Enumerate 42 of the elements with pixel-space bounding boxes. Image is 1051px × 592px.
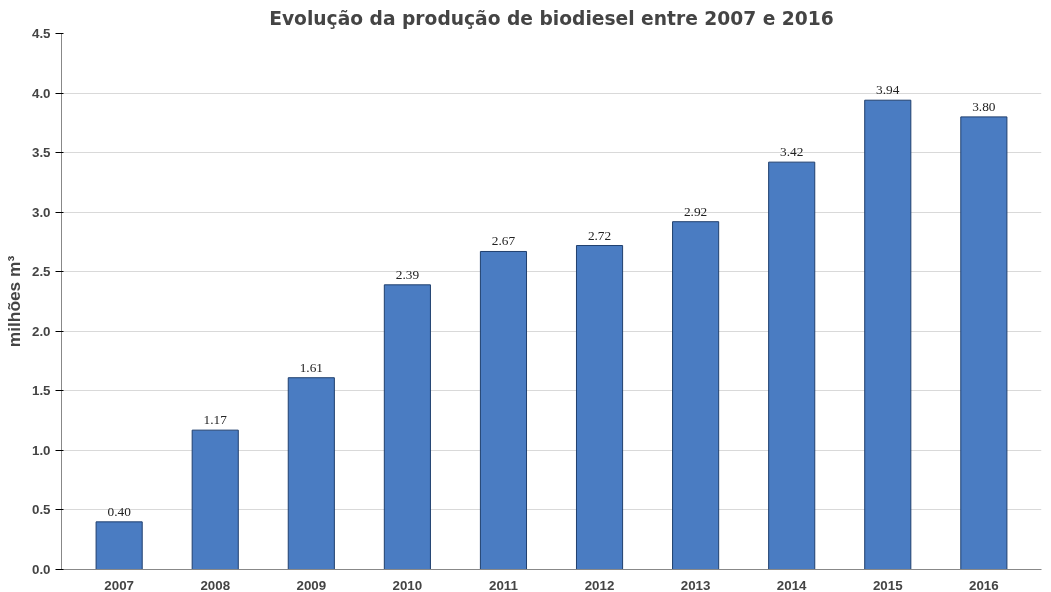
bar — [575, 245, 624, 570]
bar — [960, 116, 1008, 570]
y-tick-label: 1.5 — [31, 383, 52, 399]
y-tick-label: 1.0 — [31, 442, 51, 458]
bar — [479, 250, 528, 570]
x-tick-label: 2013 — [680, 577, 711, 592]
x-tick-label: 2016 — [969, 577, 999, 592]
data-label: 1.17 — [203, 412, 228, 428]
y-tick-label: 4.0 — [31, 85, 51, 101]
data-label: 0.40 — [107, 503, 132, 519]
data-label: 3.80 — [972, 98, 996, 114]
data-label: 2.67 — [491, 233, 516, 249]
data-label: 2.39 — [395, 266, 420, 282]
data-label: 3.94 — [876, 82, 900, 98]
x-tick-label: 2009 — [296, 577, 327, 592]
y-tick-label: 0.5 — [31, 502, 52, 518]
data-label: 2.72 — [587, 227, 612, 243]
bar — [95, 521, 143, 570]
y-axis-title: milhões m³ — [3, 255, 24, 348]
bar — [864, 99, 912, 570]
chart-title: Evolução da produção de biodiesel entre 2007 e 2016 — [269, 7, 834, 29]
x-tick-label: 2008 — [200, 577, 231, 592]
y-tick-label: 3.5 — [31, 145, 52, 161]
data-label: 3.42 — [780, 144, 804, 160]
x-tick-label: 2007 — [104, 577, 134, 592]
y-tick-label: 0.0 — [31, 562, 51, 577]
data-label: 1.61 — [299, 359, 323, 375]
x-tick-label: 2014 — [776, 577, 808, 592]
x-tick-label: 2011 — [489, 577, 519, 592]
bar — [191, 429, 239, 570]
bar — [768, 161, 816, 570]
bar — [672, 221, 720, 570]
x-tick-label: 2015 — [872, 577, 904, 592]
bar — [287, 377, 335, 570]
y-tick-label: 2.5 — [31, 264, 52, 280]
bar — [383, 284, 431, 570]
y-tick-label: 2.0 — [31, 323, 51, 339]
data-label: 2.92 — [683, 203, 708, 219]
y-tick-label: 3.0 — [31, 204, 51, 220]
y-tick-label: 4.5 — [31, 26, 52, 41]
x-tick-label: 2010 — [392, 577, 423, 592]
x-tick-label: 2012 — [584, 577, 615, 592]
